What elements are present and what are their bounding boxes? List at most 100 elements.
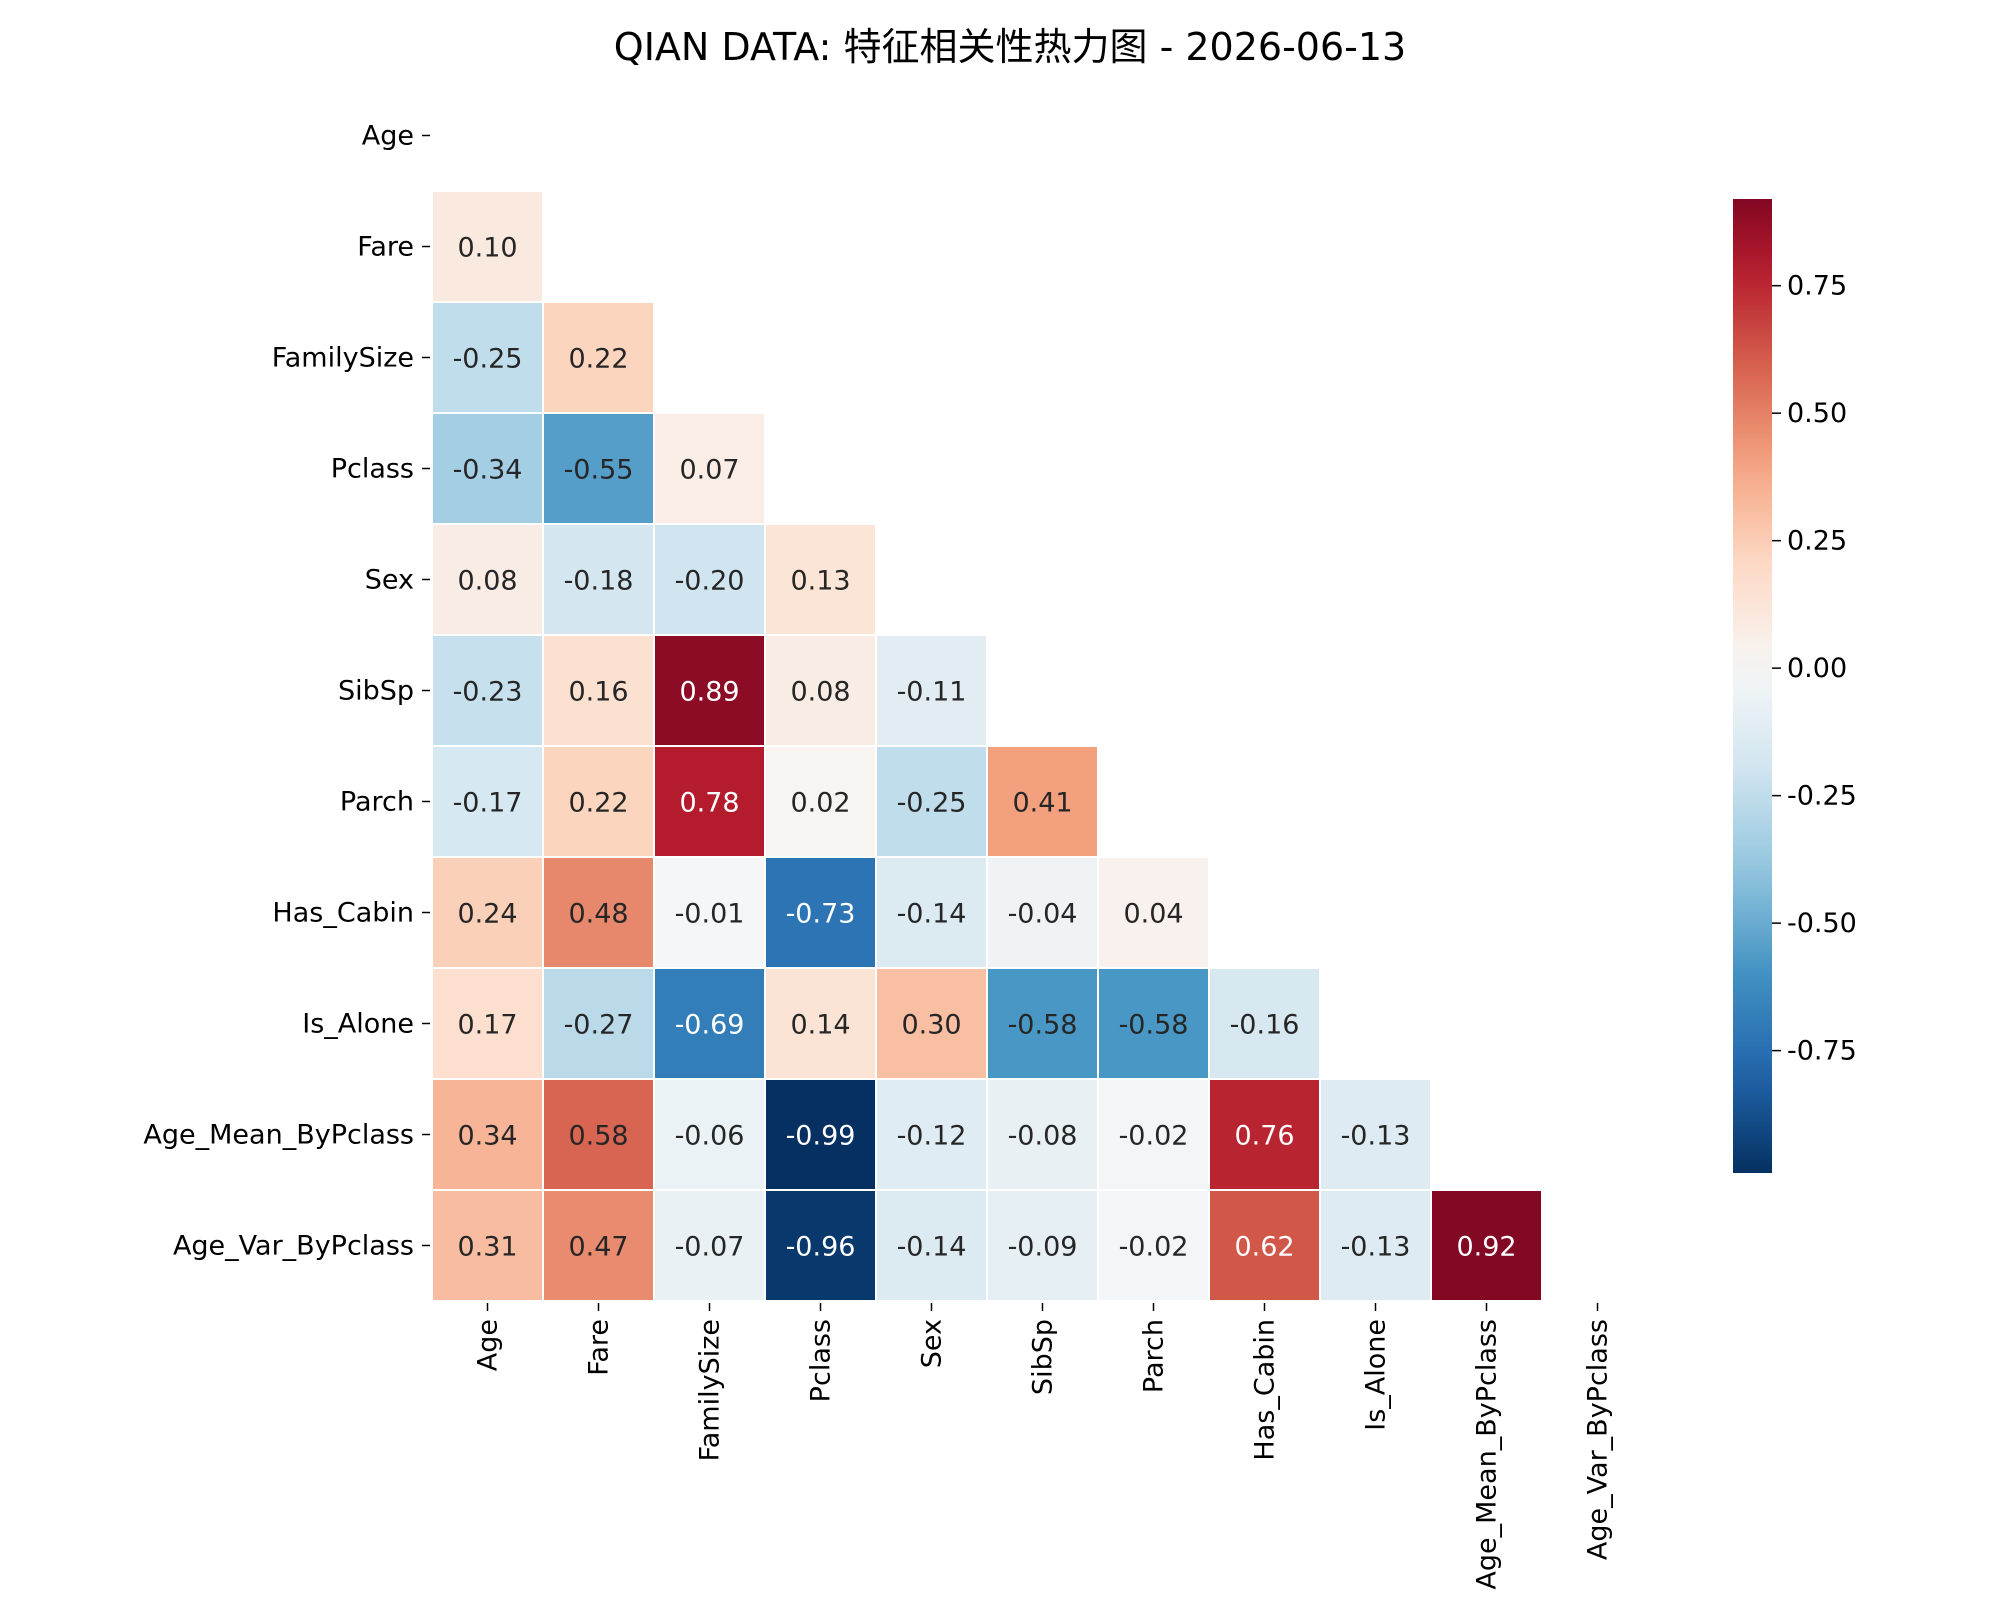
heatmap-cell-has-cabin-sibsp <box>986 856 1099 969</box>
y-axis-tick-labels: Age Fare FamilySize Pclass Sex SibSp Parch Has_… <box>143 121 430 1262</box>
heatmap-cell-age-mean-bypclass-age <box>431 1078 544 1191</box>
cell-value-label: 0.62 <box>1234 1232 1294 1263</box>
heatmap-cell-sex-pclass <box>764 523 877 636</box>
heatmap-cell-sibsp-pclass <box>764 634 877 747</box>
cell-value-label: 0.04 <box>1123 899 1183 930</box>
cell-value-label: -0.07 <box>675 1232 745 1263</box>
x-tick-label-pclass: Pclass <box>806 1319 837 1402</box>
heatmap-cell-parch-pclass <box>764 745 877 858</box>
heatmap-cell-parch-sibsp <box>986 745 1099 858</box>
cell-value-label: -0.17 <box>453 788 523 819</box>
chart-title: QIAN DATA: 特征相关性热力图 - 2026-06-13 <box>614 25 1406 69</box>
heatmap-cell-age-mean-bypclass-pclass <box>764 1078 877 1191</box>
cell-value-label: 0.07 <box>679 455 739 486</box>
heatmap-cell-sibsp-fare <box>542 634 655 747</box>
heatmap-cell-has-cabin-pclass <box>764 856 877 969</box>
x-tick-label-fare: Fare <box>584 1319 615 1376</box>
y-tick-label-familysize: FamilySize <box>272 343 414 374</box>
cell-value-label: 0.30 <box>901 1010 961 1041</box>
cell-value-label: -0.58 <box>1119 1010 1189 1041</box>
cell-value-label: -0.73 <box>786 899 856 930</box>
x-tick-label-has-cabin: Has_Cabin <box>1250 1319 1281 1461</box>
cell-value-label: 0.89 <box>679 677 739 708</box>
heatmap-cell-age-mean-bypclass-sibsp <box>986 1078 1099 1191</box>
cell-value-label: -0.04 <box>1008 899 1078 930</box>
heatmap-cell-age-var-bypclass-has-cabin <box>1208 1189 1321 1302</box>
heatmap-cell-age-var-bypclass-fare <box>542 1189 655 1302</box>
cell-value-label: 0.08 <box>790 677 850 708</box>
x-tick-label-age: Age <box>473 1319 504 1371</box>
x-tick-label-age-var-bypclass: Age_Var_ByPclass <box>1583 1319 1614 1560</box>
heatmap-cell-pclass-familysize <box>653 412 766 525</box>
colorbar: -0.75 -0.50 -0.25 0.00 0.25 0.50 0.75 <box>1733 199 1857 1173</box>
heatmap-cell-parch-sex <box>875 745 988 858</box>
cell-value-label: 0.78 <box>679 788 739 819</box>
cell-value-label: 0.24 <box>457 899 517 930</box>
cell-value-label: -0.14 <box>897 1232 967 1263</box>
cell-value-label: 0.47 <box>568 1232 628 1263</box>
heatmap-cell-age-var-bypclass-pclass <box>764 1189 877 1302</box>
y-tick-label-is-alone: Is_Alone <box>302 1009 414 1040</box>
cell-value-label: 0.31 <box>457 1232 517 1263</box>
heatmap-cell-age-var-bypclass-is-alone <box>1319 1189 1432 1302</box>
y-tick-label-has-cabin: Has_Cabin <box>272 898 414 929</box>
heatmap-cell-age-mean-bypclass-familysize <box>653 1078 766 1191</box>
cell-value-label: -0.01 <box>675 899 745 930</box>
cell-value-label: 0.08 <box>457 566 517 597</box>
colorbar-tick-label: 0.75 <box>1787 271 1847 302</box>
heatmap-cell-age-var-bypclass-familysize <box>653 1189 766 1302</box>
heatmap-cell-sex-fare <box>542 523 655 636</box>
y-tick-label-age-var-bypclass: Age_Var_ByPclass <box>173 1231 414 1262</box>
y-tick-label-sex: Sex <box>365 565 414 596</box>
heatmap-cell-is-alone-has-cabin <box>1208 967 1321 1080</box>
cell-value-label: -0.55 <box>564 455 634 486</box>
cell-value-label: -0.18 <box>564 566 634 597</box>
cell-value-label: -0.25 <box>453 344 523 375</box>
cell-value-label: -0.11 <box>897 677 967 708</box>
cell-value-label: -0.96 <box>786 1232 856 1263</box>
cell-value-label: -0.02 <box>1119 1121 1189 1152</box>
cell-value-label: 0.34 <box>457 1121 517 1152</box>
heatmap-cell-has-cabin-parch <box>1097 856 1210 969</box>
colorbar-gradient <box>1733 199 1772 1173</box>
cell-value-label: 0.14 <box>790 1010 850 1041</box>
cell-value-label: -0.12 <box>897 1121 967 1152</box>
y-tick-label-age-mean-bypclass: Age_Mean_ByPclass <box>143 1120 414 1151</box>
heatmap-cell-parch-familysize <box>653 745 766 858</box>
cell-value-label: -0.13 <box>1341 1121 1411 1152</box>
heatmap-cell-is-alone-familysize <box>653 967 766 1080</box>
cell-value-label: 0.22 <box>568 788 628 819</box>
cell-value-label: -0.02 <box>1119 1232 1189 1263</box>
colorbar-tick-label: -0.75 <box>1787 1036 1857 1067</box>
cell-value-label: -0.23 <box>453 677 523 708</box>
heatmap-cell-age-var-bypclass-age <box>431 1189 544 1302</box>
cell-value-label: -0.25 <box>897 788 967 819</box>
cell-value-label: 0.02 <box>790 788 850 819</box>
heatmap-cell-is-alone-age <box>431 967 544 1080</box>
cell-value-label: -0.99 <box>786 1121 856 1152</box>
cell-value-label: 0.92 <box>1456 1232 1516 1263</box>
colorbar-tick-label: 0.50 <box>1787 398 1847 429</box>
x-tick-label-is-alone: Is_Alone <box>1361 1319 1392 1431</box>
cell-value-label: 0.17 <box>457 1010 517 1041</box>
colorbar-ticks: -0.75 -0.50 -0.25 0.00 0.25 0.50 0.75 <box>1772 271 1857 1067</box>
y-tick-label-pclass: Pclass <box>331 454 414 485</box>
colorbar-tick-label: 0.00 <box>1787 653 1847 684</box>
cell-value-label: -0.34 <box>453 455 523 486</box>
cell-value-label: 0.16 <box>568 677 628 708</box>
x-tick-label-parch: Parch <box>1139 1319 1170 1393</box>
x-tick-label-age-mean-bypclass: Age_Mean_ByPclass <box>1472 1319 1503 1590</box>
cell-value-label: 0.58 <box>568 1121 628 1152</box>
heatmap-cell-parch-fare <box>542 745 655 858</box>
heatmap-cell-familysize-age <box>431 301 544 414</box>
cell-value-label: -0.27 <box>564 1010 634 1041</box>
cell-value-label: -0.06 <box>675 1121 745 1152</box>
heatmap-cell-age-var-bypclass-age-mean-bypclass <box>1430 1189 1543 1302</box>
cell-value-label: -0.20 <box>675 566 745 597</box>
y-tick-label-sibsp: SibSp <box>338 676 414 707</box>
cell-value-label: 0.22 <box>568 344 628 375</box>
colorbar-tick-label: -0.50 <box>1787 908 1857 939</box>
heatmap-cell-has-cabin-age <box>431 856 544 969</box>
heatmap-cells: 0.10 -0.25 0.22 -0.34 -0.55 0.07 0.08 -0.18 -0.2… <box>431 190 1543 1302</box>
